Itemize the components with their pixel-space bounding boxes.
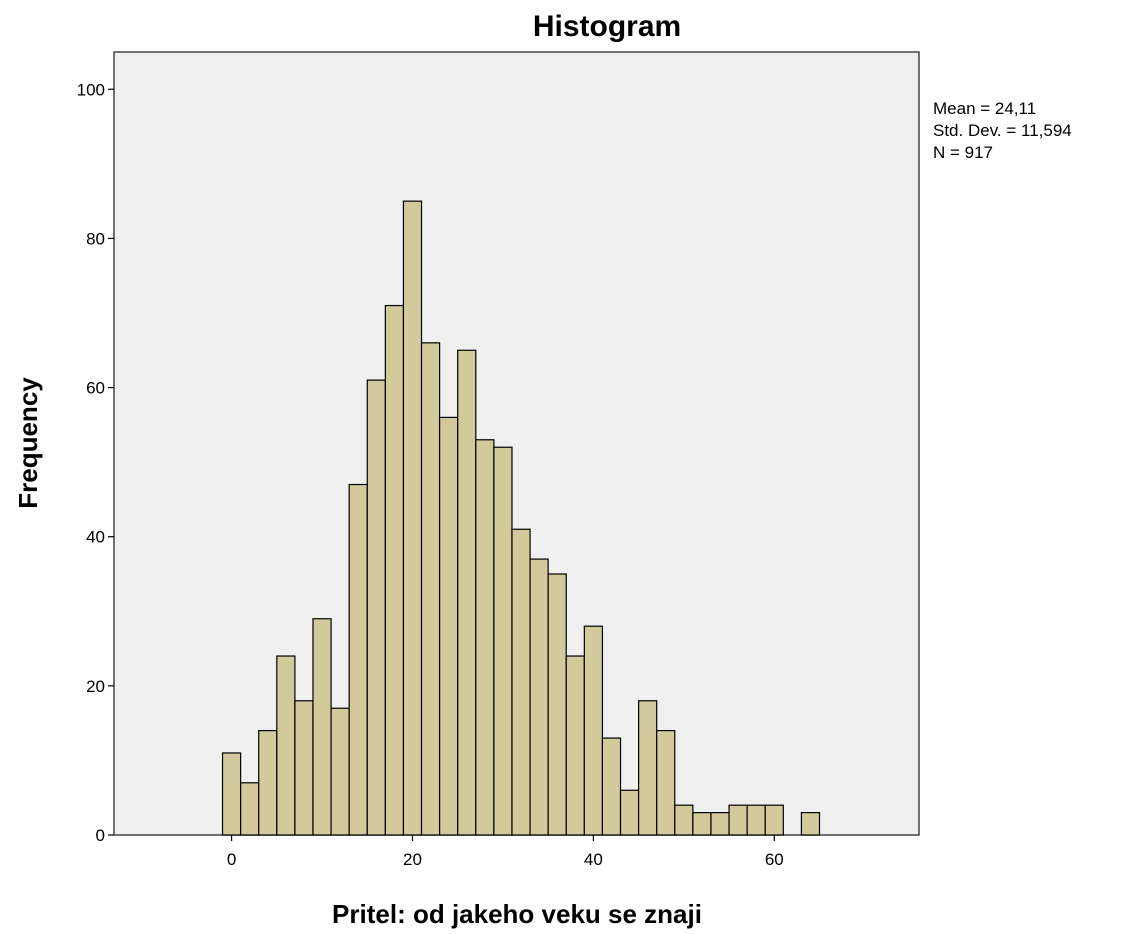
histogram-bar — [493, 446, 513, 836]
histogram-bar — [457, 349, 477, 836]
y-tick-label: 40 — [86, 528, 105, 547]
histogram-bar — [294, 700, 314, 836]
x-axis-title: Pritel: od jakeho veku se znaji — [332, 899, 702, 929]
histogram-bar — [348, 483, 368, 836]
histogram-bar — [656, 729, 676, 836]
histogram-bar — [710, 812, 730, 836]
histogram-bar — [384, 304, 405, 836]
histogram-bar — [312, 618, 332, 836]
y-axis: 0 20 40 60 80 100 — [77, 80, 114, 845]
histogram-bar — [511, 528, 531, 836]
histogram-bar — [240, 782, 260, 836]
histogram-bar — [276, 655, 296, 836]
stat-mean: Mean = 24,11 — [933, 99, 1036, 118]
x-tick-label: 40 — [584, 850, 603, 869]
histogram-bar — [402, 200, 423, 836]
histogram-bar — [547, 573, 567, 836]
bars-group — [221, 200, 821, 836]
y-tick-label: 100 — [77, 80, 105, 99]
histogram-bar — [258, 729, 278, 836]
histogram-bar — [366, 379, 386, 836]
histogram-bar — [330, 707, 350, 836]
histogram-bar — [638, 700, 658, 836]
y-tick-label: 0 — [96, 826, 105, 845]
histogram-bar — [565, 655, 585, 836]
histogram-bar — [619, 789, 640, 836]
x-tick-label: 0 — [227, 850, 236, 869]
x-axis: 0 20 40 60 — [227, 835, 784, 869]
stats-box: Mean = 24,11 Std. Dev. = 11,594 N = 917 — [933, 99, 1072, 162]
histogram-bar — [800, 812, 821, 836]
x-tick-label: 20 — [403, 850, 422, 869]
chart-title: Histogram — [533, 10, 681, 43]
histogram-bar — [746, 804, 766, 836]
y-tick-label: 60 — [86, 379, 105, 398]
y-axis-title: Frequency — [13, 377, 43, 509]
histogram-bar — [728, 804, 748, 836]
stat-n: N = 917 — [933, 143, 993, 162]
histogram-bar — [764, 804, 784, 836]
histogram-bar — [692, 812, 712, 836]
histogram-bar — [420, 342, 441, 836]
y-tick-label: 20 — [86, 677, 105, 696]
x-tick-label: 60 — [765, 850, 784, 869]
histogram-bar — [439, 416, 459, 836]
histogram-bar — [601, 737, 622, 836]
histogram-bar — [583, 625, 604, 836]
histogram-bar — [221, 752, 242, 836]
stat-std-dev: Std. Dev. = 11,594 — [933, 121, 1072, 140]
y-tick-label: 80 — [86, 229, 105, 248]
histogram-bar — [529, 558, 549, 836]
histogram-bar — [475, 439, 495, 836]
histogram-bar — [674, 804, 694, 836]
